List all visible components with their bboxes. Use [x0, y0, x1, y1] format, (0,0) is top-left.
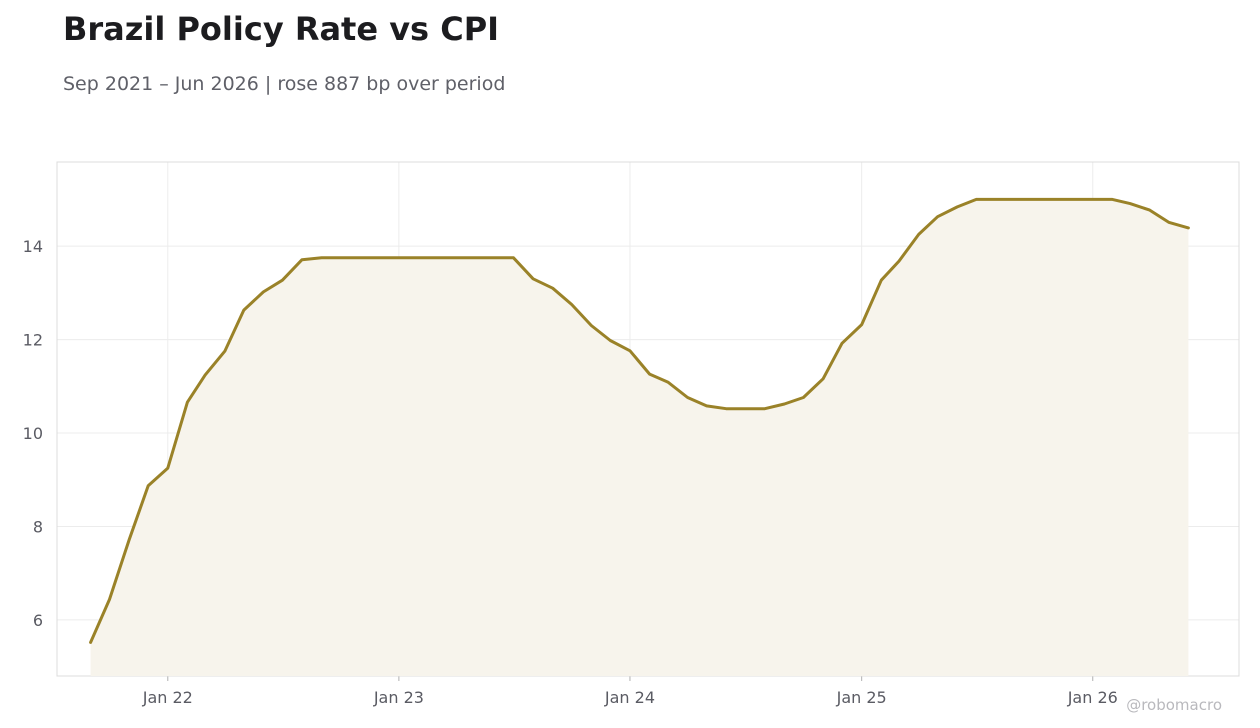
data-point	[1053, 198, 1056, 201]
data-point	[301, 258, 304, 261]
data-point	[763, 407, 766, 410]
data-point	[1091, 198, 1094, 201]
x-tick-label: Jan 23	[373, 688, 424, 707]
data-point	[281, 279, 284, 282]
data-point	[975, 198, 978, 201]
data-point	[841, 342, 844, 345]
data-point	[956, 205, 959, 208]
data-point	[917, 233, 920, 236]
data-point	[686, 396, 689, 399]
data-point	[609, 339, 612, 342]
data-point	[532, 277, 535, 280]
data-point	[378, 256, 381, 259]
data-point	[262, 290, 265, 293]
y-tick-label: 12	[23, 331, 43, 350]
data-point	[666, 381, 669, 384]
data-point	[512, 256, 515, 259]
data-point	[435, 256, 438, 259]
data-point	[108, 598, 111, 601]
x-tick-label: Jan 24	[604, 688, 655, 707]
data-point	[1111, 198, 1114, 201]
data-point	[186, 401, 189, 404]
watermark: @robomacro	[1126, 696, 1222, 714]
data-point	[1148, 209, 1151, 212]
data-point	[89, 641, 92, 644]
data-point	[590, 324, 593, 327]
data-point	[783, 403, 786, 406]
series-area	[90, 199, 1189, 676]
data-point	[551, 287, 554, 290]
series-line	[89, 197, 1190, 644]
chart-title: Brazil Policy Rate vs CPI	[63, 10, 500, 48]
data-point	[629, 349, 632, 352]
data-point	[128, 538, 131, 541]
data-point	[744, 407, 747, 410]
y-tick-label: 8	[33, 517, 43, 536]
data-point	[898, 260, 901, 263]
data-point	[417, 256, 420, 259]
data-point	[570, 303, 573, 306]
data-point	[994, 198, 997, 201]
x-tick-label: Jan 22	[142, 688, 193, 707]
data-point	[1072, 198, 1075, 201]
data-point	[860, 323, 863, 326]
data-point	[223, 350, 226, 353]
chart-subtitle: Sep 2021 – Jun 2026 | rose 887 bp over p…	[63, 73, 506, 95]
data-point	[1033, 198, 1036, 201]
data-point	[204, 374, 207, 377]
data-point	[725, 407, 728, 410]
data-point	[454, 256, 457, 259]
data-point	[339, 256, 342, 259]
data-point	[473, 256, 476, 259]
data-point	[822, 377, 825, 380]
data-point	[320, 256, 323, 259]
data-point	[359, 256, 362, 259]
data-point	[1187, 226, 1190, 229]
data-point	[802, 396, 805, 399]
data-point	[242, 309, 245, 312]
data-point	[1014, 198, 1017, 201]
data-point	[936, 215, 939, 218]
data-point	[880, 279, 883, 282]
data-point	[147, 484, 150, 487]
x-tick-label: Jan 25	[836, 688, 887, 707]
data-point	[493, 256, 496, 259]
data-point	[397, 256, 400, 259]
y-tick-label: 14	[23, 237, 43, 256]
y-tick-label: 6	[33, 611, 43, 630]
data-point	[1167, 221, 1170, 224]
data-point	[1129, 202, 1132, 205]
data-point	[648, 373, 651, 376]
y-tick-label: 10	[23, 424, 43, 443]
data-point	[705, 404, 708, 407]
data-point	[166, 467, 169, 470]
x-tick-label: Jan 26	[1067, 688, 1118, 707]
